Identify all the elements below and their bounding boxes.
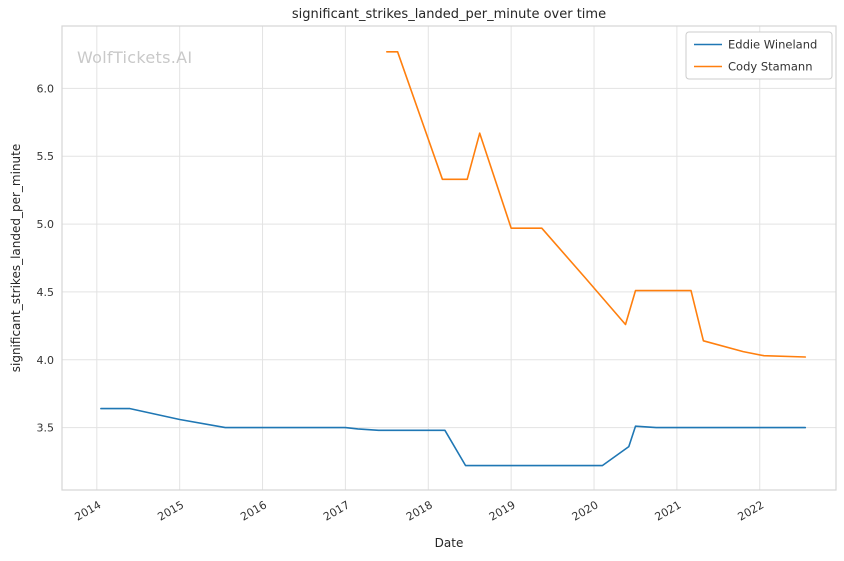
series-line-eddie-wineland	[100, 407, 807, 467]
y-tick-label: 4.0	[37, 354, 55, 367]
chart-title: significant_strikes_landed_per_minute ov…	[291, 7, 607, 22]
y-tick-label: 5.5	[37, 150, 55, 163]
plot-border	[61, 25, 837, 491]
y-tick-label: 5.0	[37, 218, 55, 231]
x-tick-label: 2014	[73, 498, 104, 523]
watermark: WolfTickets.AI	[77, 48, 193, 67]
legend-box	[685, 31, 833, 80]
y-tick-label: 4.5	[37, 286, 55, 299]
y-tick-label: 6.0	[37, 82, 55, 95]
legend-label: Cody Stamann	[728, 60, 813, 74]
x-tick-label: 2019	[487, 498, 518, 523]
x-tick-label: 2022	[736, 498, 767, 523]
x-tick-label: 2020	[570, 498, 601, 523]
x-axis-label: Date	[434, 536, 464, 550]
grid	[62, 26, 836, 490]
x-tick-label: 2021	[653, 498, 684, 523]
y-tick-label: 3.5	[37, 422, 55, 435]
series-line-cody-stamann	[385, 50, 807, 358]
legend-label: Eddie Wineland	[728, 38, 817, 52]
x-tick-label: 2018	[404, 498, 435, 523]
x-tick-label: 2015	[155, 498, 186, 523]
plot-background	[62, 26, 836, 490]
x-tick-label: 2016	[238, 498, 269, 523]
x-tick-label: 2017	[321, 498, 352, 523]
legend: Eddie Wineland Cody Stamann	[685, 31, 833, 80]
